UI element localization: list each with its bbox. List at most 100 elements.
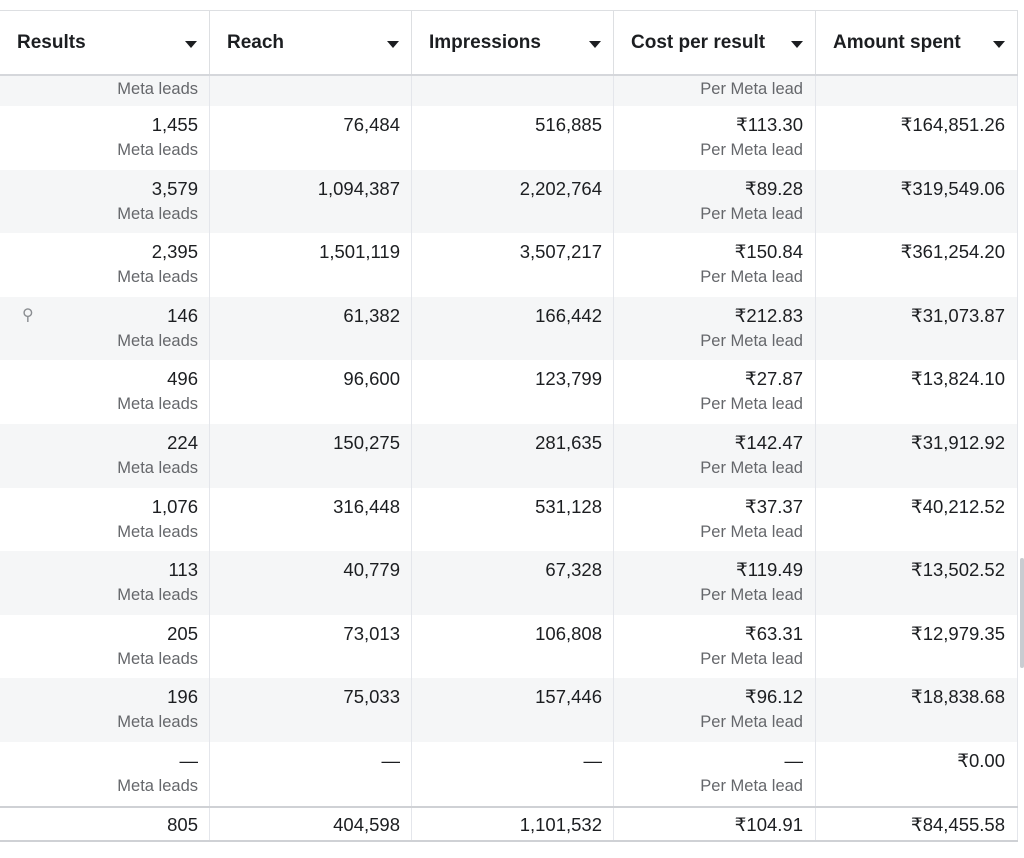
results-cell: 224 Meta leads	[0, 424, 210, 488]
caret-down-icon[interactable]	[791, 41, 803, 48]
cost-subtext: Per Meta lead	[700, 204, 803, 223]
spent-cell: ₹164,851.26	[816, 106, 1018, 170]
caret-down-icon[interactable]	[387, 41, 399, 48]
spent-cell: ₹13,502.52	[816, 551, 1018, 615]
impressions-cell: 516,885	[412, 106, 614, 170]
reach-cell: 40,779	[210, 551, 412, 615]
results-cell: 496 Meta leads	[0, 360, 210, 424]
impressions-cell: —	[412, 742, 614, 806]
spent-cell: ₹40,212.52	[816, 487, 1018, 552]
column-header-impressions[interactable]: Impressions	[412, 11, 614, 74]
reach-cell: 1,501,119	[210, 233, 412, 297]
table-row[interactable]: 205 Meta leads 73,013 106,808 ₹63.31 Per Meta…	[0, 614, 1018, 679]
results-value: 496	[167, 368, 198, 390]
table-row[interactable]: 1,076 Meta leads 316,448 531,128 ₹37.37 Per M…	[0, 487, 1018, 552]
results-cell: Meta leads	[0, 76, 210, 106]
results-subtext: Meta leads	[117, 522, 198, 541]
results-cell: 113 Meta leads	[0, 551, 210, 615]
caret-down-icon[interactable]	[185, 41, 197, 48]
impressions-cell: 531,128	[412, 487, 614, 552]
impressions-value: 166,442	[535, 304, 602, 326]
reach-value: 40,779	[343, 559, 400, 581]
results-cell: 1,455 Meta leads	[0, 106, 210, 170]
total-impressions-value: 1,101,532	[519, 813, 602, 835]
cost-cell: ₹89.28 Per Meta lead	[614, 169, 816, 234]
reach-value: 61,382	[343, 304, 400, 326]
spent-value: ₹0.00	[957, 750, 1005, 771]
impressions-value: 516,885	[535, 114, 602, 135]
spent-value: ₹18,838.68	[910, 686, 1005, 708]
cost-subtext: Per Meta lead	[700, 459, 803, 477]
column-label: Cost per result	[631, 31, 766, 53]
table-row[interactable]: Meta leads Per Meta lead	[0, 76, 1018, 106]
reach-value: 76,484	[343, 114, 400, 135]
cost-cell: — Per Meta lead	[614, 742, 816, 806]
total-spent-cell: ₹84,455.58	[816, 807, 1018, 840]
results-subtext: Meta leads	[117, 395, 198, 414]
results-subtext: Meta leads	[117, 141, 198, 159]
results-value: 196	[167, 686, 198, 708]
column-header-reach[interactable]: Reach	[210, 11, 412, 74]
cost-subtext: Per Meta lead	[700, 80, 803, 98]
table-row[interactable]: 2,395 Meta leads 1,501,119 3,507,217 ₹150.84…	[0, 233, 1018, 297]
cost-subtext: Per Meta lead	[700, 331, 803, 350]
spent-cell: ₹12,979.35	[816, 614, 1018, 679]
cost-value: ₹212.83	[734, 304, 803, 326]
column-header-results[interactable]: Results	[0, 11, 210, 74]
spent-cell: ₹31,073.87	[816, 296, 1018, 361]
column-label: Results	[17, 31, 86, 53]
impressions-cell: 2,202,764	[412, 169, 614, 234]
reach-cell: —	[210, 742, 412, 806]
pin-icon[interactable]: ⚲	[22, 306, 34, 324]
cost-value: —	[784, 750, 804, 771]
results-cell: 205 Meta leads	[0, 614, 210, 679]
caret-down-icon[interactable]	[589, 41, 601, 48]
table-row[interactable]: 224 Meta leads 150,275 281,635 ₹142.47 Per Me…	[0, 424, 1018, 488]
table-row[interactable]: 113 Meta leads 40,779 67,328 ₹119.49 Per Meta…	[0, 551, 1018, 615]
spent-value: ₹13,502.52	[910, 559, 1005, 581]
table-row[interactable]: 146 Meta leads ⚲ 61,382 166,442 ₹212.83 Per Me…	[0, 296, 1018, 361]
cost-value: ₹37.37	[744, 495, 803, 517]
table-row[interactable]: 3,579 Meta leads 1,094,387 2,202,764 ₹89.28 P…	[0, 169, 1018, 234]
impressions-value: 2,202,764	[519, 177, 602, 199]
spent-value: ₹361,254.20	[900, 241, 1005, 263]
table-body: Meta leads Per Meta lead 1,455 Meta leads…	[0, 76, 1018, 858]
results-subtext: Meta leads	[117, 586, 198, 605]
table-row[interactable]: 496 Meta leads 96,600 123,799 ₹27.87 Per Meta…	[0, 360, 1018, 424]
caret-down-icon[interactable]	[993, 41, 1005, 48]
column-header-cost-per-result[interactable]: Cost per result	[614, 11, 816, 74]
spent-cell: ₹31,912.92	[816, 424, 1018, 488]
results-cell: 3,579 Meta leads	[0, 169, 210, 234]
spent-cell: ₹319,549.06	[816, 169, 1018, 234]
results-subtext: Meta leads	[117, 777, 198, 795]
impressions-value: 3,507,217	[519, 241, 602, 263]
table-row[interactable]: 1,455 Meta leads 76,484 516,885 ₹113.30 Per M…	[0, 106, 1018, 170]
results-value: 224	[167, 432, 198, 453]
total-spent-value: ₹84,455.58	[910, 813, 1005, 835]
cost-cell: Per Meta lead	[614, 76, 816, 106]
results-cell: 2,395 Meta leads	[0, 233, 210, 297]
reach-value: 1,094,387	[317, 177, 400, 199]
results-subtext: Meta leads	[117, 80, 198, 98]
impressions-value: 106,808	[535, 622, 602, 644]
column-header-amount-spent[interactable]: Amount spent	[816, 11, 1018, 74]
results-subtext: Meta leads	[117, 713, 198, 732]
results-subtext: Meta leads	[117, 649, 198, 668]
vertical-scrollbar[interactable]	[1020, 558, 1024, 668]
cost-cell: ₹150.84 Per Meta lead	[614, 233, 816, 297]
reach-value: 73,013	[343, 622, 400, 644]
impressions-value: 531,128	[535, 495, 602, 517]
cost-value: ₹119.49	[736, 559, 803, 581]
spent-cell: ₹18,838.68	[816, 678, 1018, 742]
reach-cell: 75,033	[210, 678, 412, 742]
impressions-value: 157,446	[535, 686, 602, 708]
table-row[interactable]: 196 Meta leads 75,033 157,446 ₹96.12 Per Meta…	[0, 678, 1018, 742]
table-row[interactable]: — Meta leads — — — Per Meta lead ₹0.00	[0, 742, 1018, 806]
total-reach-cell: 404,598	[210, 807, 412, 840]
impressions-cell: 281,635	[412, 424, 614, 488]
results-value: 113	[168, 559, 199, 581]
reach-value: 316,448	[333, 495, 400, 517]
impressions-value: 123,799	[535, 368, 602, 390]
results-cell: 1,076 Meta leads	[0, 487, 210, 552]
total-results-value: 805	[167, 813, 198, 835]
